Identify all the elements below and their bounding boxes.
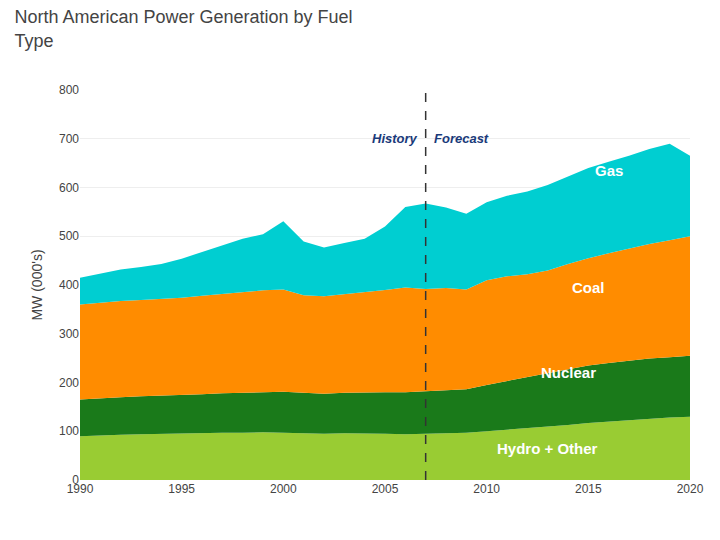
svg-text:400: 400	[59, 278, 79, 292]
svg-text:800: 800	[59, 83, 79, 97]
svg-text:500: 500	[59, 229, 79, 243]
svg-text:100: 100	[59, 424, 79, 438]
svg-text:North American Power Generatio: North American Power Generation by FuelT…	[14, 7, 352, 50]
svg-text:Nuclear: Nuclear	[541, 364, 596, 381]
svg-text:600: 600	[59, 181, 79, 195]
svg-text:2020: 2020	[677, 482, 704, 496]
svg-text:2015: 2015	[575, 482, 602, 496]
svg-text:History: History	[372, 131, 418, 146]
svg-text:1990: 1990	[67, 482, 94, 496]
svg-text:Forecast: Forecast	[434, 131, 489, 146]
svg-text:2010: 2010	[473, 482, 500, 496]
svg-text:1995: 1995	[168, 482, 195, 496]
svg-text:Gas: Gas	[595, 162, 623, 179]
svg-text:200: 200	[59, 376, 79, 390]
svg-text:2000: 2000	[270, 482, 297, 496]
svg-text:MW (000's): MW (000's)	[29, 249, 45, 320]
svg-text:2005: 2005	[372, 482, 399, 496]
svg-text:Hydro + Other: Hydro + Other	[497, 440, 598, 457]
svg-text:300: 300	[59, 327, 79, 341]
svg-text:700: 700	[59, 132, 79, 146]
svg-text:0: 0	[72, 473, 79, 487]
svg-text:Coal: Coal	[572, 279, 605, 296]
